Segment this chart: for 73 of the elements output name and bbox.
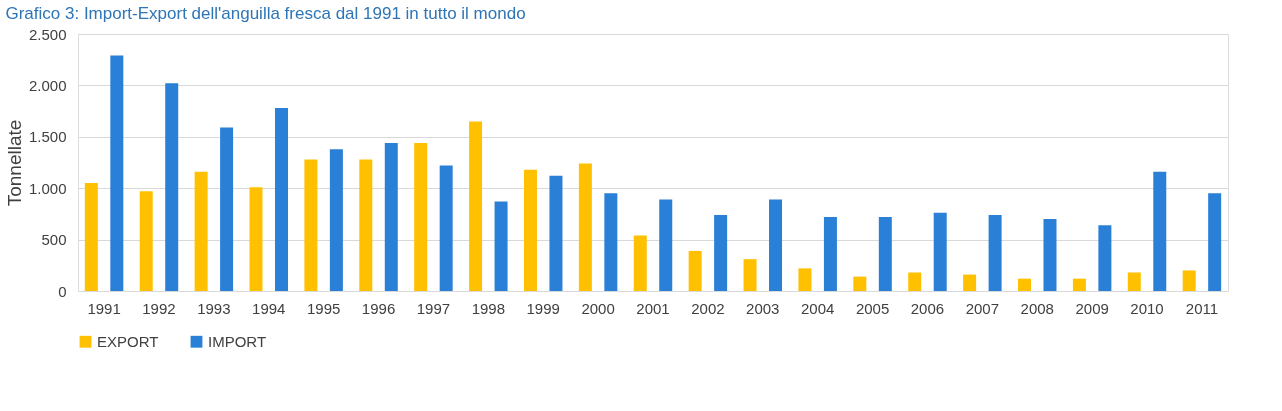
x-tick-label: 1995 bbox=[306, 299, 341, 317]
bar bbox=[494, 201, 508, 291]
x-tick-label: 2007 bbox=[965, 299, 1000, 317]
bar bbox=[1208, 193, 1222, 291]
bar bbox=[549, 175, 563, 291]
x-tick-label: 1991 bbox=[87, 299, 121, 317]
x-tick-label: 2006 bbox=[910, 299, 945, 317]
bar bbox=[329, 149, 343, 291]
bar bbox=[274, 108, 288, 291]
x-tick-label: 2008 bbox=[1020, 299, 1054, 317]
x-tick-label: 1999 bbox=[526, 299, 560, 317]
x-tick-label: 1997 bbox=[416, 299, 451, 317]
bar bbox=[523, 169, 537, 291]
bar bbox=[743, 259, 757, 291]
y-tick-label: 0 bbox=[58, 282, 67, 300]
bar bbox=[439, 165, 453, 291]
bar bbox=[688, 250, 702, 291]
y-tick-label: 1.000 bbox=[28, 179, 67, 197]
bar bbox=[110, 55, 124, 291]
bar bbox=[933, 212, 947, 291]
bar bbox=[633, 235, 647, 291]
bar bbox=[384, 142, 398, 291]
x-tick-label: 2005 bbox=[855, 299, 890, 317]
bar bbox=[604, 193, 618, 291]
bar bbox=[165, 83, 179, 291]
bar bbox=[714, 214, 728, 291]
x-tick-label: 2010 bbox=[1130, 299, 1164, 317]
bar bbox=[139, 191, 153, 291]
bar bbox=[769, 199, 783, 291]
x-tick-label: 2002 bbox=[691, 299, 725, 317]
chart-title: Grafico 3: Import-Export dell'anguilla fresca dal 1991 in tutto il mondo bbox=[5, 4, 526, 23]
x-tick-label: 2003 bbox=[746, 299, 780, 317]
bar bbox=[853, 276, 867, 291]
bar bbox=[1182, 270, 1196, 291]
bar bbox=[1153, 171, 1167, 291]
bar bbox=[194, 171, 208, 291]
bar bbox=[578, 163, 592, 291]
x-tick-label: 1992 bbox=[142, 299, 176, 317]
bar bbox=[878, 216, 892, 291]
x-tick-label: 1993 bbox=[197, 299, 231, 317]
bar bbox=[414, 142, 428, 291]
bar bbox=[1018, 278, 1032, 291]
x-tick-label: 2000 bbox=[581, 299, 615, 317]
x-tick-label: 2001 bbox=[636, 299, 670, 317]
y-tick-label: 1.500 bbox=[28, 128, 67, 146]
bar bbox=[659, 199, 673, 291]
legend-label: IMPORT bbox=[208, 332, 267, 350]
bar bbox=[823, 216, 837, 291]
bar bbox=[1072, 278, 1086, 291]
x-tick-label: 1994 bbox=[252, 299, 286, 317]
y-axis-title: Tonnellate bbox=[3, 119, 25, 207]
x-tick-label: 2009 bbox=[1075, 299, 1109, 317]
bar bbox=[220, 127, 234, 291]
bar bbox=[988, 214, 1002, 291]
bar bbox=[963, 274, 977, 291]
bar bbox=[1127, 272, 1141, 291]
y-tick-label: 2.000 bbox=[28, 76, 67, 94]
bar bbox=[469, 121, 483, 291]
x-tick-label: 2004 bbox=[800, 299, 835, 317]
x-tick-label: 1996 bbox=[361, 299, 396, 317]
x-tick-label: 2011 bbox=[1185, 299, 1219, 317]
bar bbox=[1043, 219, 1057, 291]
bar bbox=[908, 272, 922, 291]
bar bbox=[84, 183, 98, 291]
y-tick-label: 500 bbox=[41, 231, 67, 249]
y-tick-label: 2.500 bbox=[28, 25, 67, 43]
bar bbox=[359, 159, 373, 291]
bar bbox=[1098, 225, 1112, 291]
bar bbox=[249, 187, 263, 291]
legend-label: EXPORT bbox=[97, 332, 159, 350]
bar bbox=[798, 268, 812, 291]
x-tick-label: 1998 bbox=[471, 299, 506, 317]
bar bbox=[304, 159, 318, 291]
